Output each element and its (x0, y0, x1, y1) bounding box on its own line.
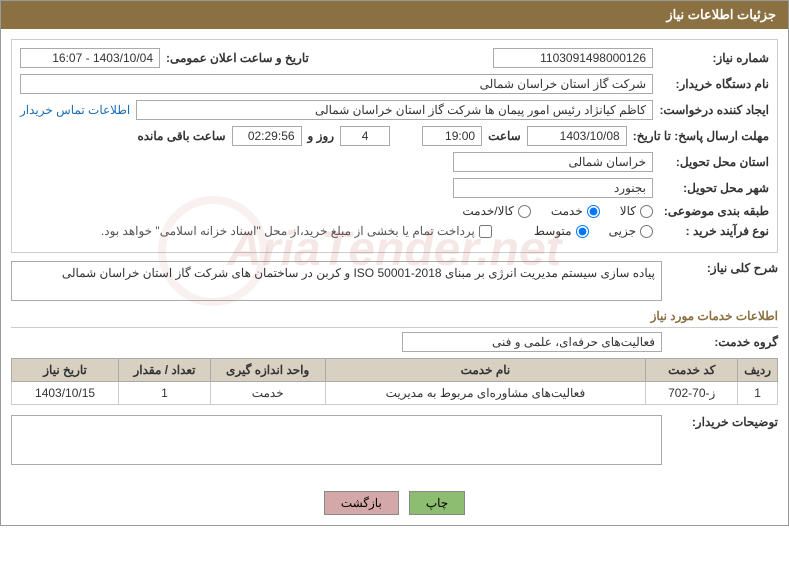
label-buyer-notes: توضیحات خریدار: (668, 415, 778, 429)
cell-date: 1403/10/15 (12, 382, 119, 405)
label-deadline: مهلت ارسال پاسخ: تا تاریخ: (633, 129, 769, 143)
th-code: کد خدمت (646, 359, 738, 382)
row-buy-type: نوع فرآیند خرید : جزیی متوسط پرداخت تمام… (20, 224, 769, 238)
services-table: ردیف کد خدمت نام خدمت واحد اندازه گیری ت… (11, 358, 778, 405)
label-delivery-city: شهر محل تحویل: (659, 181, 769, 195)
cell-unit: خدمت (210, 382, 325, 405)
radio-group-category: کالا خدمت کالا/خدمت (462, 204, 653, 218)
panel-content: AriaTender.net شماره نیاز: 1103091498000… (1, 29, 788, 481)
field-announce-dt: 1403/10/04 - 16:07 (20, 48, 160, 68)
field-buyer-notes (11, 415, 662, 465)
panel-header: جزئیات اطلاعات نیاز (1, 1, 788, 29)
field-days-left: 4 (340, 126, 390, 146)
row-buyer-org: نام دستگاه خریدار: شرکت گاز استان خراسان… (20, 74, 769, 94)
cell-name: فعالیت‌های مشاوره‌ای مربوط به مدیریت (325, 382, 646, 405)
row-buyer-notes: توضیحات خریدار: (11, 415, 778, 465)
field-delivery-prov: خراسان شمالی (453, 152, 653, 172)
row-deadline: مهلت ارسال پاسخ: تا تاریخ: 1403/10/08 سا… (20, 126, 769, 146)
th-name: نام خدمت (325, 359, 646, 382)
print-button[interactable]: چاپ (409, 491, 465, 515)
row-category: طبقه بندی موضوعی: کالا خدمت کالا/خدمت (20, 204, 769, 218)
row-delivery-prov: استان محل تحویل: خراسان شمالی (20, 152, 769, 172)
section-services-info: اطلاعات خدمات مورد نیاز (11, 309, 778, 328)
row-need-no: شماره نیاز: 1103091498000126 تاریخ و ساع… (20, 48, 769, 68)
field-service-group: فعالیت‌های حرفه‌ای، علمی و فنی (402, 332, 662, 352)
label-delivery-prov: استان محل تحویل: (659, 155, 769, 169)
label-announce-dt: تاریخ و ساعت اعلان عمومی: (166, 51, 309, 65)
checkbox-treasury[interactable]: پرداخت تمام یا بخشی از مبلغ خرید،از محل … (101, 224, 492, 238)
label-buyer-org: نام دستگاه خریدار: (659, 77, 769, 91)
field-deadline-time: 19:00 (422, 126, 482, 146)
table-row: 1 ز-70-702 فعالیت‌های مشاوره‌ای مربوط به… (12, 382, 778, 405)
cell-code: ز-70-702 (646, 382, 738, 405)
field-requester: کاظم کیانژاد رئيس امور پیمان ها شرکت گاز… (136, 100, 653, 120)
note-treasury: پرداخت تمام یا بخشی از مبلغ خرید،از محل … (101, 224, 475, 238)
link-buyer-contact[interactable]: اطلاعات تماس خریدار (20, 103, 130, 117)
field-need-desc: پیاده سازی سیستم مدیریت انرژی بر مبنای I… (11, 261, 662, 301)
back-button[interactable]: بازگشت (324, 491, 399, 515)
field-time-left: 02:29:56 (232, 126, 302, 146)
label-remain: ساعت باقی مانده (137, 129, 225, 143)
cell-row: 1 (738, 382, 778, 405)
button-row: چاپ بازگشت (1, 481, 788, 525)
label-category: طبقه بندی موضوعی: (659, 204, 769, 218)
cell-qty: 1 (119, 382, 211, 405)
radio-goods[interactable]: کالا (620, 204, 653, 218)
field-buyer-org: شرکت گاز استان خراسان شمالی (20, 74, 653, 94)
radio-service[interactable]: خدمت (551, 204, 600, 218)
radio-goods-service[interactable]: کالا/خدمت (462, 204, 530, 218)
label-service-group: گروه خدمت: (668, 335, 778, 349)
label-hour: ساعت (488, 129, 521, 143)
radio-group-buy-type: جزیی متوسط (534, 224, 653, 238)
row-delivery-city: شهر محل تحویل: بجنورد (20, 178, 769, 198)
label-buy-type: نوع فرآیند خرید : (659, 224, 769, 238)
row-service-group: گروه خدمت: فعالیت‌های حرفه‌ای، علمی و فن… (11, 332, 778, 352)
label-need-no: شماره نیاز: (659, 51, 769, 65)
row-requester: ایجاد کننده درخواست: کاظم کیانژاد رئيس ا… (20, 100, 769, 120)
row-need-desc: شرح کلی نیاز: پیاده سازی سیستم مدیریت ان… (11, 261, 778, 301)
label-need-desc: شرح کلی نیاز: (668, 261, 778, 275)
main-panel: جزئیات اطلاعات نیاز AriaTender.net شماره… (0, 0, 789, 526)
field-deadline-date: 1403/10/08 (527, 126, 627, 146)
th-row: ردیف (738, 359, 778, 382)
th-qty: تعداد / مقدار (119, 359, 211, 382)
field-delivery-city: بجنورد (453, 178, 653, 198)
th-date: تاریخ نیاز (12, 359, 119, 382)
radio-partial[interactable]: جزیی (609, 224, 653, 238)
th-unit: واحد اندازه گیری (210, 359, 325, 382)
radio-medium[interactable]: متوسط (534, 224, 589, 238)
label-day-and: روز و (308, 129, 335, 143)
label-requester: ایجاد کننده درخواست: (659, 103, 769, 117)
field-need-no: 1103091498000126 (493, 48, 653, 68)
table-header-row: ردیف کد خدمت نام خدمت واحد اندازه گیری ت… (12, 359, 778, 382)
panel-title: جزئیات اطلاعات نیاز (666, 7, 776, 22)
form-section-main: شماره نیاز: 1103091498000126 تاریخ و ساع… (11, 39, 778, 253)
